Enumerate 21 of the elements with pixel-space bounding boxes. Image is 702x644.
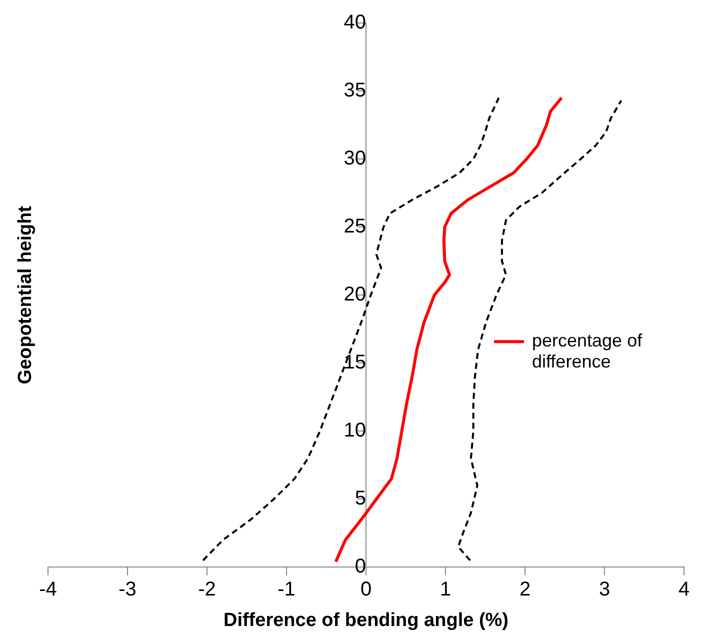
x-tick-label: 3: [598, 578, 610, 601]
y-tick-label: 0: [354, 556, 366, 578]
x-tick-label: -3: [118, 578, 136, 601]
y-tick-label: 35: [344, 80, 366, 102]
y-tick-label: 40: [344, 12, 366, 34]
x-tick-label: 2: [519, 578, 531, 601]
x-tick-label: -1: [278, 578, 296, 601]
x-tick-label: -2: [198, 578, 216, 601]
y-tick-label: 10: [344, 420, 366, 442]
line-series: [457, 100, 622, 562]
x-tick-label: -4: [39, 578, 57, 601]
y-tick-label: 20: [344, 284, 366, 306]
x-tick-label: 1: [440, 578, 452, 601]
y-tick-label: 5: [354, 488, 366, 510]
y-tick-label: 30: [344, 148, 366, 170]
x-axis-title: Difference of bending angle (%): [223, 610, 509, 631]
legend-label: percentage of difference: [532, 330, 644, 372]
y-tick-label: 25: [344, 216, 366, 238]
x-tick-label: 4: [678, 578, 690, 601]
y-tick-label: 15: [344, 352, 366, 374]
y-axis-title: Geopotential height: [15, 205, 36, 384]
